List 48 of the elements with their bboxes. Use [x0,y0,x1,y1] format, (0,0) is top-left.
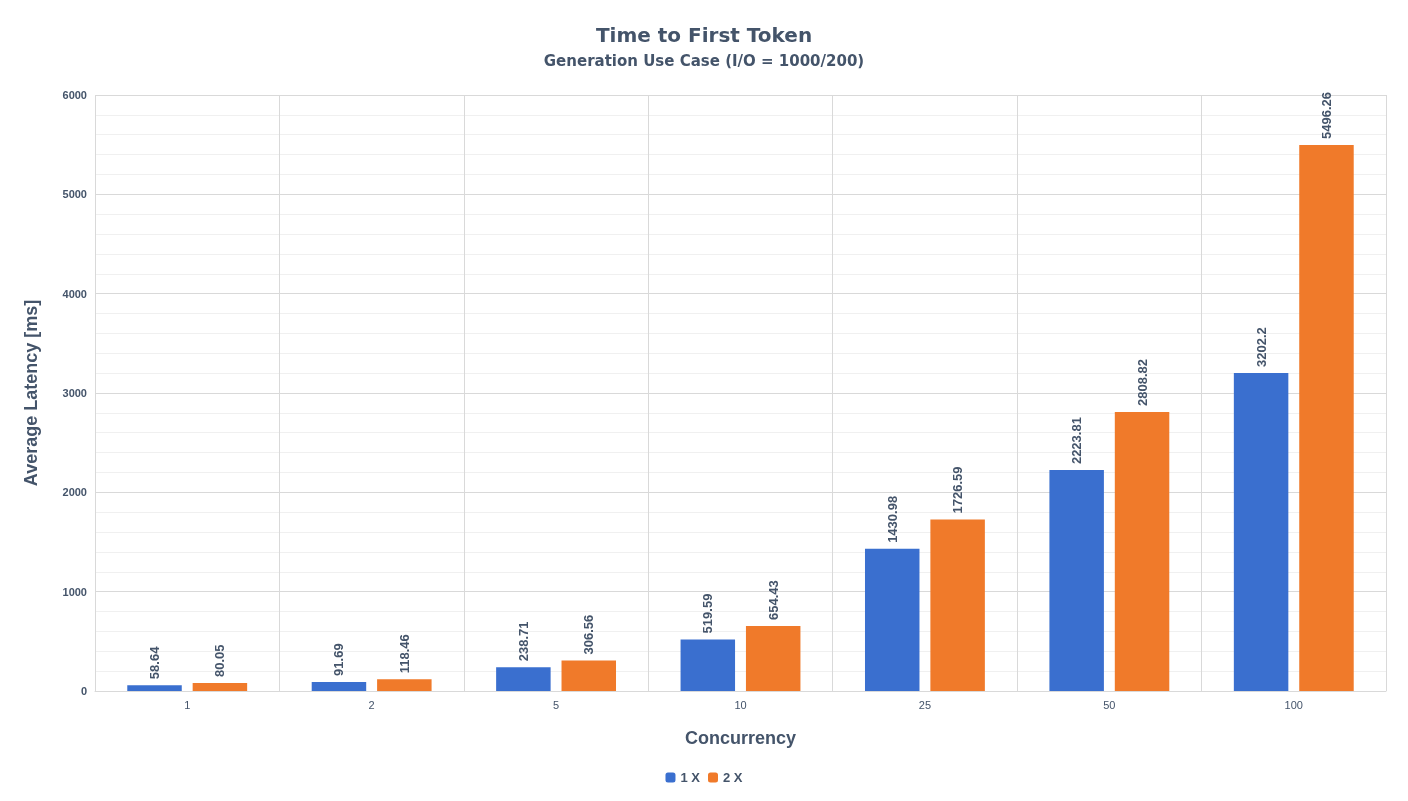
bar [1233,372,1289,691]
bar [1049,470,1104,691]
y-axis-title: Average Latency [ms] [21,299,41,487]
data-label: 2808.82 [1134,358,1150,406]
x-tick-label: 100 [1284,698,1303,711]
data-label: 3202.2 [1253,327,1269,367]
chart-subtitle: Generation Use Case (I/O = 1000/200) [543,51,865,70]
y-tick-label: 1000 [62,585,87,598]
data-label: 654.43 [765,580,781,620]
data-label: 519.59 [700,593,716,634]
data-label: 1726.59 [950,466,966,514]
bar [496,667,551,691]
data-label: 1430.98 [884,495,900,543]
bar [311,681,367,691]
bar [680,639,736,691]
bar [1299,145,1354,691]
x-tick-label: 50 [1103,698,1116,711]
bar [561,660,617,691]
x-tick-label: 10 [734,698,747,711]
data-label: 2223.81 [1069,417,1085,465]
y-tick-label: 4000 [62,287,87,300]
x-tick-label: 5 [553,698,560,711]
x-tick-label: 25 [918,698,932,711]
data-label: 80.05 [212,644,228,678]
y-tick-label: 2000 [62,486,87,499]
bar [377,679,432,691]
bar [1114,411,1170,691]
y-tick-label: 0 [80,685,87,697]
bar [192,683,248,691]
y-tick-label: 5000 [62,188,87,201]
bar [127,685,182,691]
x-tick-label: 1 [184,698,191,711]
legend-label: 2 X [723,770,743,785]
x-axis-title: Concurrency [684,728,797,748]
chart-title: Time to First Token [595,23,813,47]
y-tick-label: 6000 [62,89,87,101]
data-label: 5496.26 [1318,92,1334,140]
data-label: 58.64 [147,645,163,680]
data-label: 91.69 [331,643,347,676]
bar [864,548,920,691]
bar [930,519,985,691]
x-tick-label: 2 [368,698,375,711]
legend-label: 1 X [680,770,701,785]
bar [745,625,801,691]
y-tick-label: 3000 [62,387,87,399]
data-label: 118.46 [396,634,412,674]
data-label: 238.71 [515,621,531,662]
data-label: 306.56 [581,614,597,655]
